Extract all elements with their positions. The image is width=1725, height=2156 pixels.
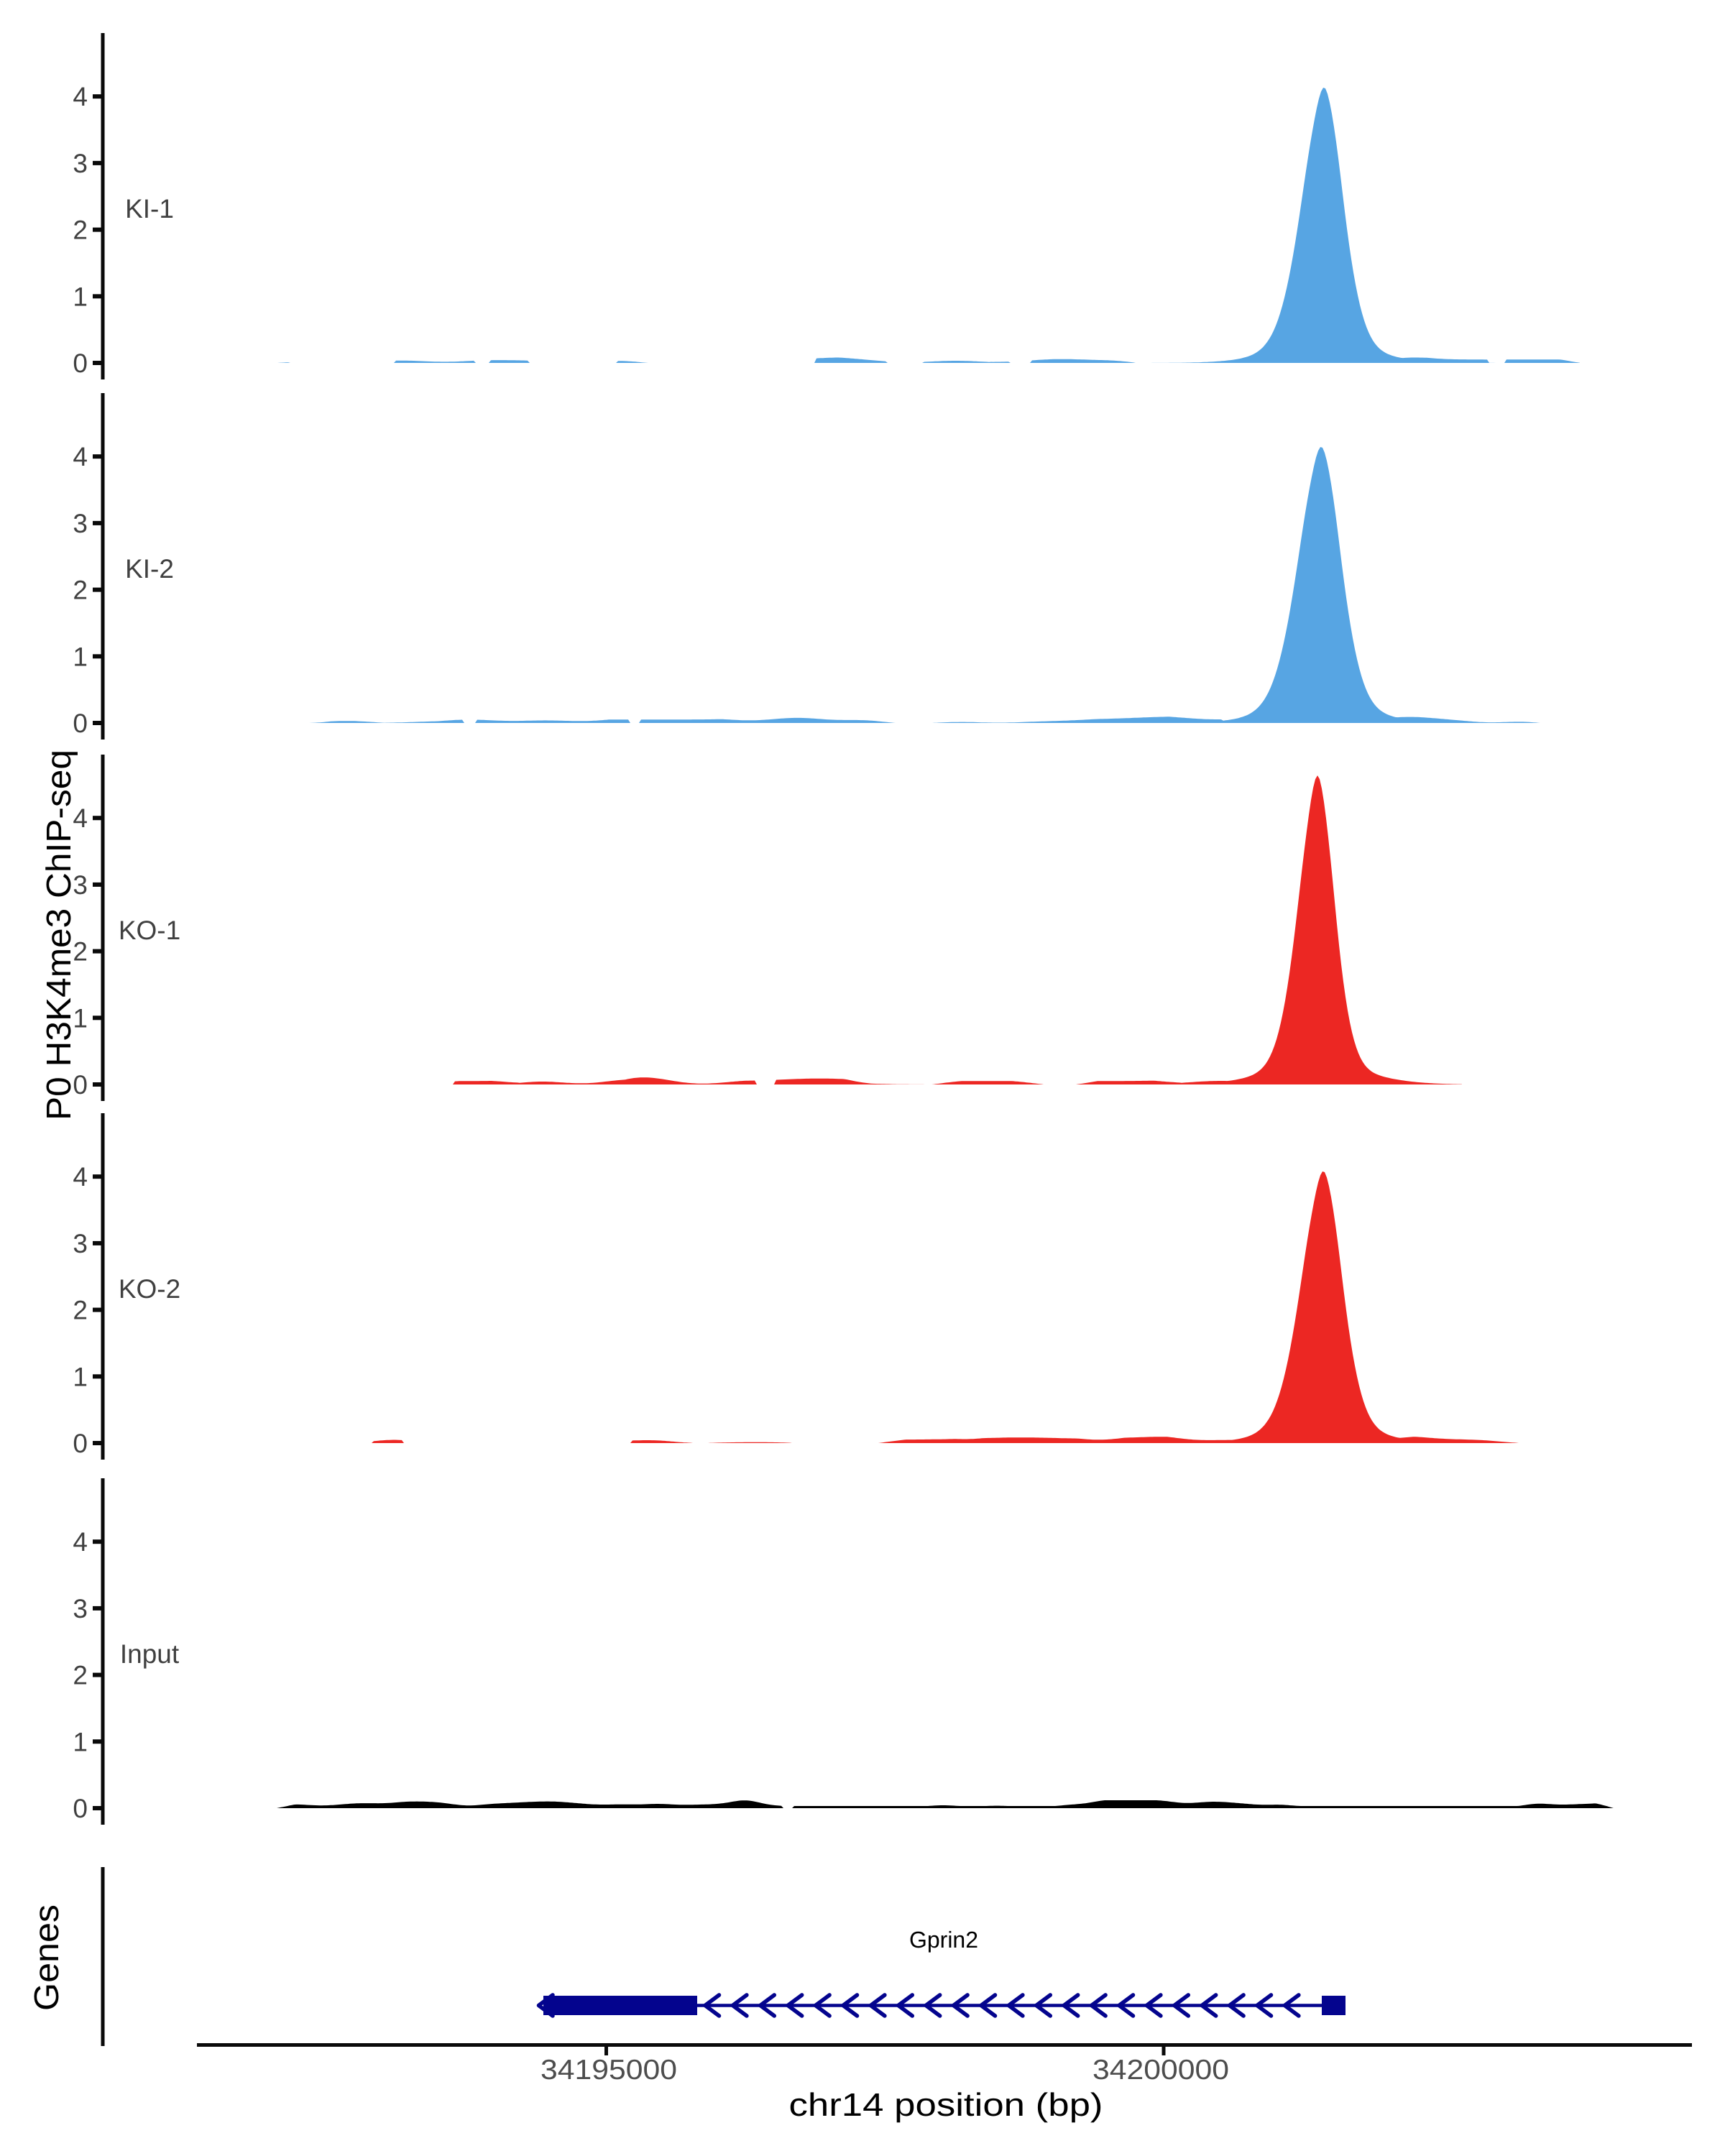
svg-text:1: 1 — [73, 282, 88, 311]
svg-text:3: 3 — [73, 509, 88, 538]
svg-text:34200000: 34200000 — [1092, 2055, 1229, 2086]
svg-text:4: 4 — [73, 82, 88, 111]
svg-text:1: 1 — [73, 1003, 88, 1033]
svg-text:2: 2 — [73, 576, 88, 605]
svg-text:0: 0 — [73, 349, 88, 378]
svg-text:2: 2 — [73, 1296, 88, 1325]
svg-text:1: 1 — [73, 1727, 88, 1756]
svg-text:34195000: 34195000 — [540, 2055, 677, 2086]
svg-text:2: 2 — [73, 937, 88, 967]
svg-text:4: 4 — [73, 1162, 88, 1192]
svg-text:2: 2 — [73, 216, 88, 245]
svg-text:Input: Input — [120, 1639, 180, 1669]
svg-text:3: 3 — [73, 1229, 88, 1258]
svg-text:KO-2: KO-2 — [119, 1274, 180, 1304]
svg-text:0: 0 — [73, 709, 88, 738]
svg-text:KI-1: KI-1 — [125, 194, 174, 224]
svg-text:4: 4 — [73, 803, 88, 833]
svg-text:KO-1: KO-1 — [119, 916, 180, 945]
svg-text:2: 2 — [73, 1661, 88, 1690]
svg-text:0: 0 — [73, 1070, 88, 1100]
svg-text:KI-2: KI-2 — [125, 554, 174, 584]
svg-text:chr14 position (bp): chr14 position (bp) — [789, 2086, 1103, 2123]
svg-text:4: 4 — [73, 442, 88, 471]
svg-text:3: 3 — [73, 870, 88, 900]
svg-text:0: 0 — [73, 1429, 88, 1458]
svg-text:0: 0 — [73, 1794, 88, 1823]
svg-text:3: 3 — [73, 1594, 88, 1623]
svg-text:Genes: Genes — [28, 1904, 66, 2011]
svg-text:Gprin2: Gprin2 — [909, 1927, 978, 1953]
svg-text:P0 H3K4me3 ChIP-seq: P0 H3K4me3 ChIP-seq — [40, 750, 78, 1120]
svg-text:1: 1 — [73, 1362, 88, 1391]
svg-text:3: 3 — [73, 149, 88, 178]
svg-text:1: 1 — [73, 642, 88, 671]
svg-text:4: 4 — [73, 1527, 88, 1557]
